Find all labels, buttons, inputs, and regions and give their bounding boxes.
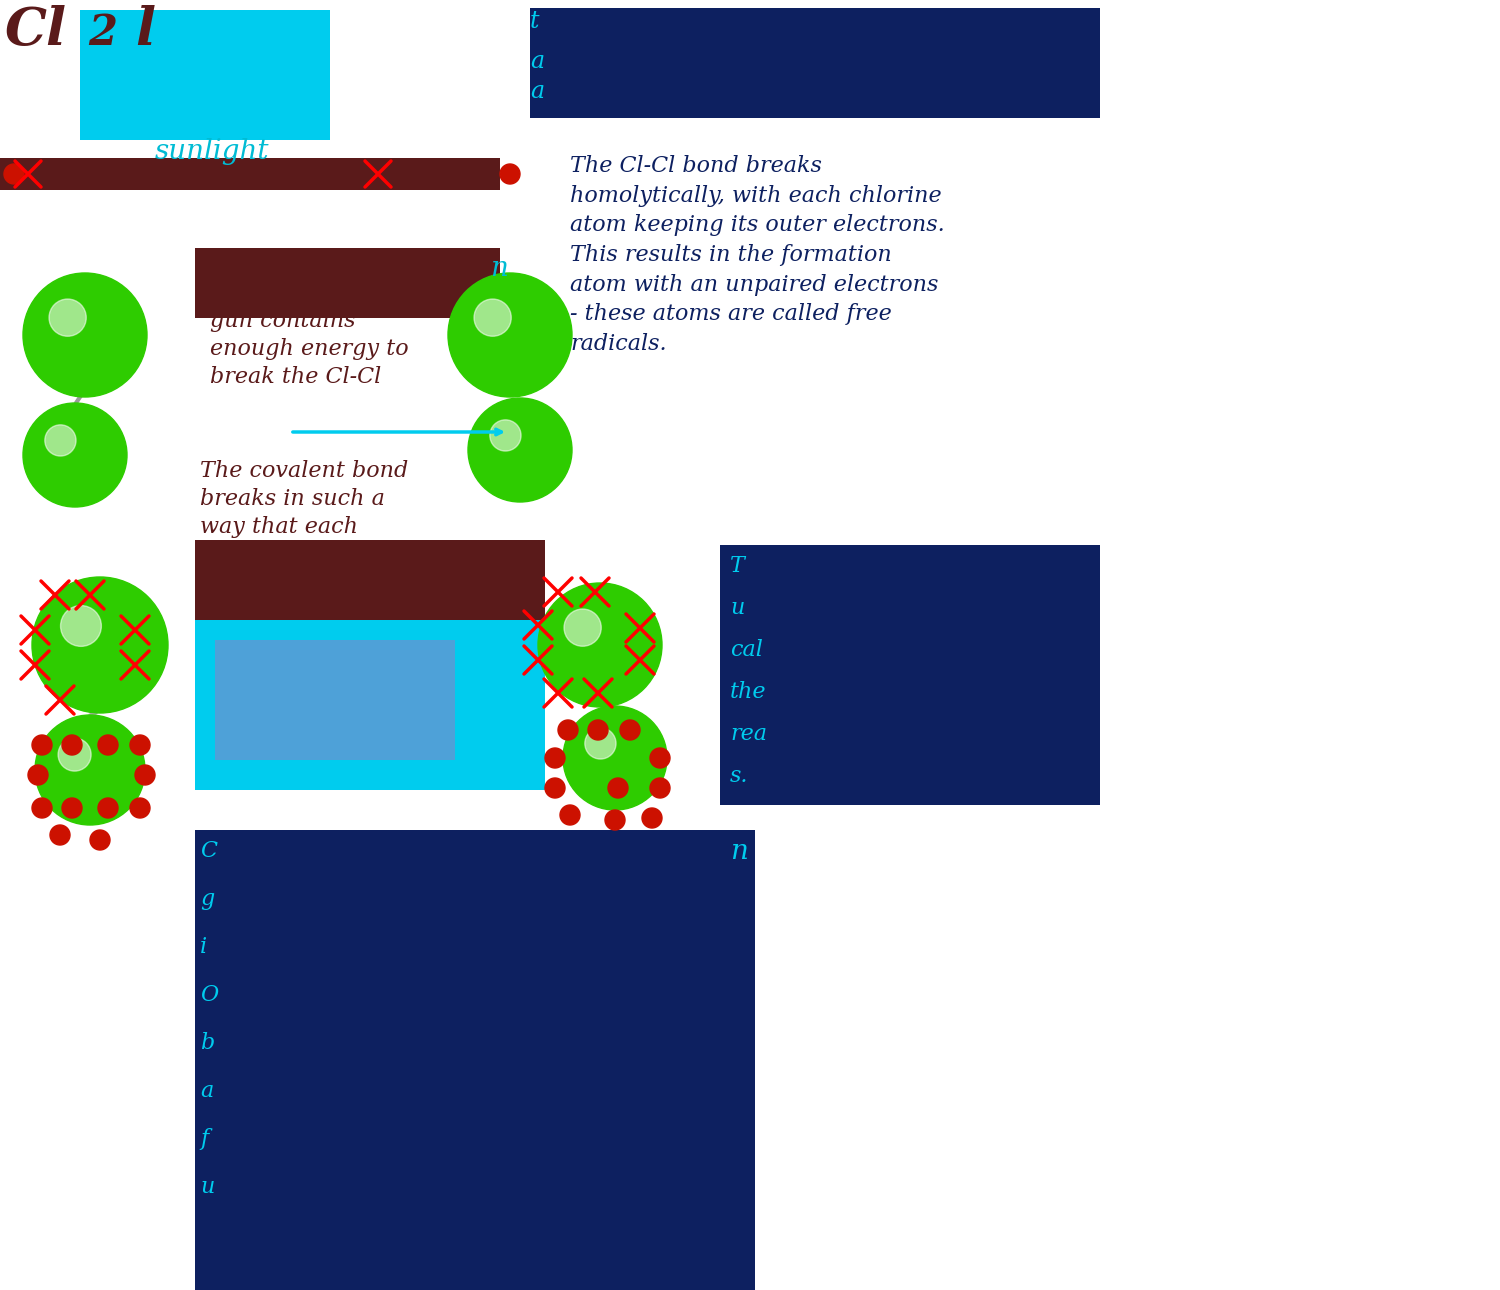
Circle shape	[500, 164, 520, 184]
Circle shape	[490, 419, 520, 451]
Circle shape	[22, 273, 147, 397]
Circle shape	[562, 706, 668, 810]
Circle shape	[448, 273, 572, 397]
Text: the: the	[730, 681, 766, 703]
Text: T: T	[730, 555, 746, 577]
Text: rea: rea	[730, 722, 766, 746]
Circle shape	[34, 715, 146, 826]
FancyBboxPatch shape	[195, 541, 544, 620]
Text: i: i	[200, 937, 207, 958]
Circle shape	[588, 720, 608, 740]
Text: l: l	[135, 5, 154, 55]
Circle shape	[564, 609, 602, 646]
Text: Cl: Cl	[4, 5, 68, 55]
Circle shape	[620, 720, 640, 740]
Text: t: t	[530, 10, 540, 34]
Circle shape	[544, 748, 566, 768]
Text: cal: cal	[730, 639, 764, 660]
Circle shape	[468, 399, 572, 502]
Circle shape	[98, 799, 118, 818]
Text: b: b	[200, 1032, 214, 1054]
Text: f: f	[200, 1127, 208, 1149]
FancyBboxPatch shape	[0, 157, 500, 190]
Text: C: C	[200, 840, 217, 862]
Text: sunlight: sunlight	[154, 138, 270, 165]
FancyBboxPatch shape	[195, 829, 754, 1290]
Text: O: O	[200, 984, 219, 1006]
Circle shape	[28, 765, 48, 786]
Circle shape	[650, 778, 670, 799]
Circle shape	[608, 778, 628, 799]
Text: g: g	[200, 888, 214, 909]
Text: s.: s.	[730, 765, 748, 787]
Circle shape	[642, 808, 662, 828]
Text: Cl: Cl	[42, 157, 81, 191]
Circle shape	[50, 299, 86, 337]
Circle shape	[62, 799, 82, 818]
Text: The Cl-Cl bond breaks
homolytically, with each chlorine
atom keeping its outer e: The Cl-Cl bond breaks homolytically, wit…	[570, 155, 945, 355]
Circle shape	[90, 829, 110, 850]
FancyBboxPatch shape	[530, 8, 1100, 117]
FancyBboxPatch shape	[195, 620, 544, 789]
Text: gun contains
enough energy to
break the Cl-Cl: gun contains enough energy to break the …	[210, 310, 408, 388]
Circle shape	[604, 810, 625, 829]
Text: 2: 2	[88, 12, 117, 54]
Text: The covalent bond
breaks in such a
way that each: The covalent bond breaks in such a way t…	[200, 461, 408, 538]
FancyBboxPatch shape	[720, 544, 1100, 805]
FancyBboxPatch shape	[80, 10, 330, 141]
Circle shape	[130, 799, 150, 818]
Circle shape	[50, 826, 70, 845]
Circle shape	[4, 164, 24, 184]
Text: n: n	[490, 255, 508, 283]
Circle shape	[135, 765, 154, 786]
Circle shape	[22, 402, 128, 507]
Circle shape	[98, 735, 118, 755]
Circle shape	[650, 748, 670, 768]
Circle shape	[130, 735, 150, 755]
Circle shape	[558, 720, 578, 740]
Text: u: u	[200, 1176, 214, 1198]
Text: a: a	[200, 1080, 213, 1102]
FancyBboxPatch shape	[195, 248, 500, 319]
Circle shape	[560, 805, 580, 826]
Circle shape	[32, 735, 53, 755]
FancyBboxPatch shape	[214, 640, 454, 760]
Circle shape	[585, 728, 616, 759]
Text: n: n	[730, 838, 748, 866]
Text: atom inherits one e: atom inherits one e	[200, 555, 418, 577]
Circle shape	[32, 577, 168, 713]
Circle shape	[474, 299, 512, 337]
Circle shape	[62, 735, 82, 755]
Circle shape	[58, 738, 92, 771]
Circle shape	[45, 424, 76, 457]
Circle shape	[60, 605, 102, 646]
Circle shape	[32, 799, 53, 818]
Text: a: a	[530, 80, 544, 103]
Text: u: u	[730, 597, 744, 619]
Circle shape	[544, 778, 566, 799]
Circle shape	[538, 583, 662, 707]
Text: a: a	[530, 50, 544, 74]
